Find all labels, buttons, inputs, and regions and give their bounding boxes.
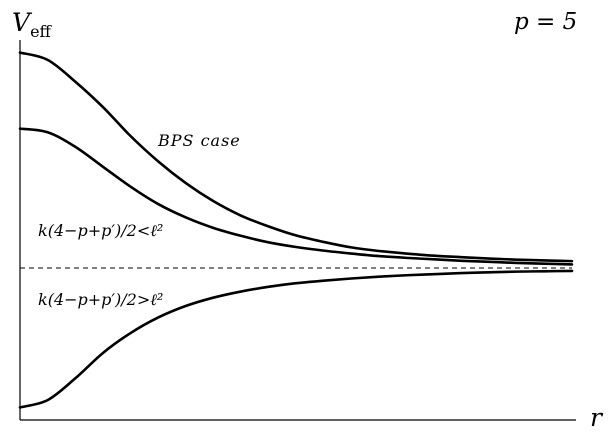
curve-lower <box>18 269 574 409</box>
x-axis-label: r <box>590 403 604 432</box>
annotation-bps-case: BPS case <box>157 131 241 150</box>
curve-middle <box>18 127 574 266</box>
annotation-less-than: k(4−p+p′)/2<ℓ² <box>38 221 163 240</box>
y-axis-label: Veff <box>12 8 53 41</box>
corner-label: p = 5 <box>514 9 577 35</box>
curve-upper <box>18 51 574 263</box>
curves-group <box>18 51 574 409</box>
annotation-greater-than: k(4−p+p′)/2>ℓ² <box>38 290 163 309</box>
